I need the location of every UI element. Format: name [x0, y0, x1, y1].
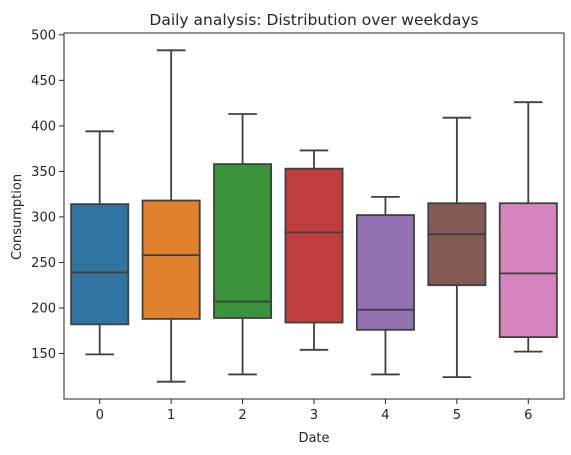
- box-5: [427, 202, 487, 287]
- box-group-3: [284, 149, 344, 351]
- chart-title: Daily analysis: Distribution over weekda…: [149, 11, 478, 29]
- y-tick-label: 150: [31, 347, 56, 362]
- x-tick-label: 4: [381, 408, 389, 423]
- plot-area: [63, 32, 565, 400]
- box-group-1: [141, 49, 201, 383]
- y-tick-label: 300: [31, 210, 56, 225]
- x-axis: 0 1 2 3 4 5 6: [96, 399, 532, 423]
- y-tick-label: 450: [31, 74, 56, 89]
- y-tick-label: 500: [31, 28, 56, 43]
- box-group-2: [213, 113, 273, 376]
- x-tick-label: 1: [167, 408, 175, 423]
- box-group-6: [498, 101, 558, 353]
- box-2: [213, 163, 273, 319]
- x-tick-label: 0: [96, 408, 104, 423]
- x-tick-label: 6: [524, 408, 532, 423]
- y-axis: 150 200 250 300 350 400 450 500: [31, 28, 64, 362]
- y-axis-title: Consumption: [10, 174, 25, 260]
- y-tick-label: 350: [31, 165, 56, 180]
- box-group-4: [355, 195, 415, 376]
- y-tick-label: 400: [31, 119, 56, 134]
- box-group-5: [427, 116, 487, 379]
- x-axis-title: Date: [298, 431, 329, 446]
- box-3: [284, 167, 344, 324]
- x-tick-label: 2: [238, 408, 246, 423]
- box-4: [355, 214, 415, 331]
- box-0: [70, 203, 130, 326]
- box-group-0: [70, 130, 130, 356]
- box-1: [141, 199, 201, 320]
- x-tick-label: 3: [310, 408, 318, 423]
- y-tick-label: 200: [31, 301, 56, 316]
- y-tick-label: 250: [31, 256, 56, 271]
- x-tick-label: 5: [453, 408, 461, 423]
- box-6: [498, 202, 558, 338]
